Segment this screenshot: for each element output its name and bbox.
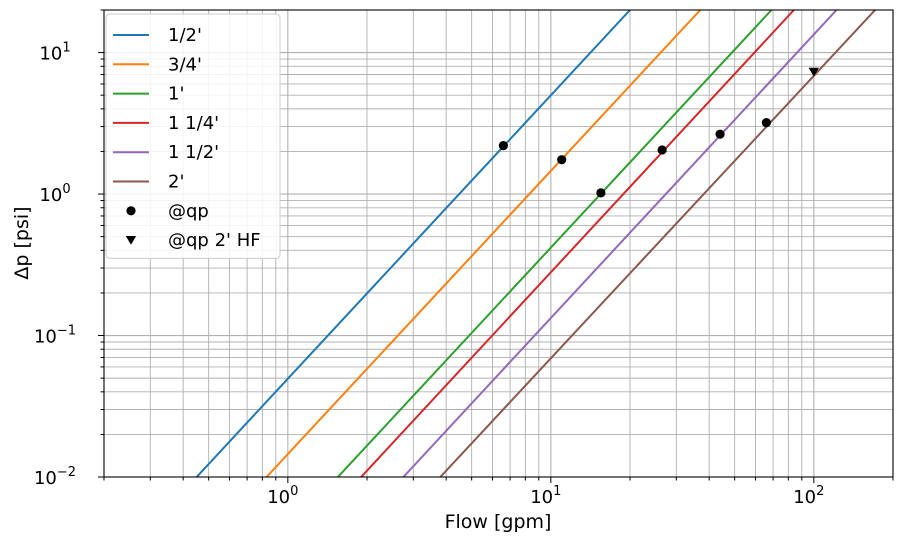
x-axis-label: Flow [gpm] <box>445 511 552 533</box>
x-tick-label: 101 <box>530 484 561 508</box>
series-line <box>439 10 876 477</box>
y-axis-label: Δp [psi] <box>11 206 33 279</box>
qp-marker <box>657 145 667 155</box>
series-line <box>265 10 701 477</box>
legend: 1/2' 3/4' 1' 1 1/4' 1 1/2' 2' @qp @qp 2' HF <box>105 13 281 259</box>
legend-label: 1' <box>168 84 184 105</box>
plot-frame <box>103 9 894 478</box>
legend-label: 1 1/4' <box>168 113 219 134</box>
qp-marker <box>498 141 508 151</box>
legend-label: @qp 2' HF <box>168 230 261 251</box>
qp-marker <box>596 188 606 198</box>
legend-circle-swatch <box>126 206 136 216</box>
legend-box <box>105 13 281 259</box>
legend-label: 1 1/2' <box>168 142 219 163</box>
series-line <box>360 10 795 477</box>
series-line <box>402 10 838 477</box>
qp-marker <box>761 117 771 128</box>
series-line <box>337 10 773 477</box>
qp-marker <box>715 129 725 139</box>
legend-label: 2' <box>168 172 184 193</box>
legend-label: @qp <box>168 201 209 222</box>
legend-triangle-swatch <box>125 235 137 245</box>
legend-label: 3/4' <box>168 54 202 75</box>
series-layer <box>195 10 876 477</box>
series-line <box>195 10 631 477</box>
qp-hf-marker <box>808 67 820 77</box>
legend-label: 1/2' <box>168 25 202 46</box>
qp-marker <box>557 155 567 165</box>
